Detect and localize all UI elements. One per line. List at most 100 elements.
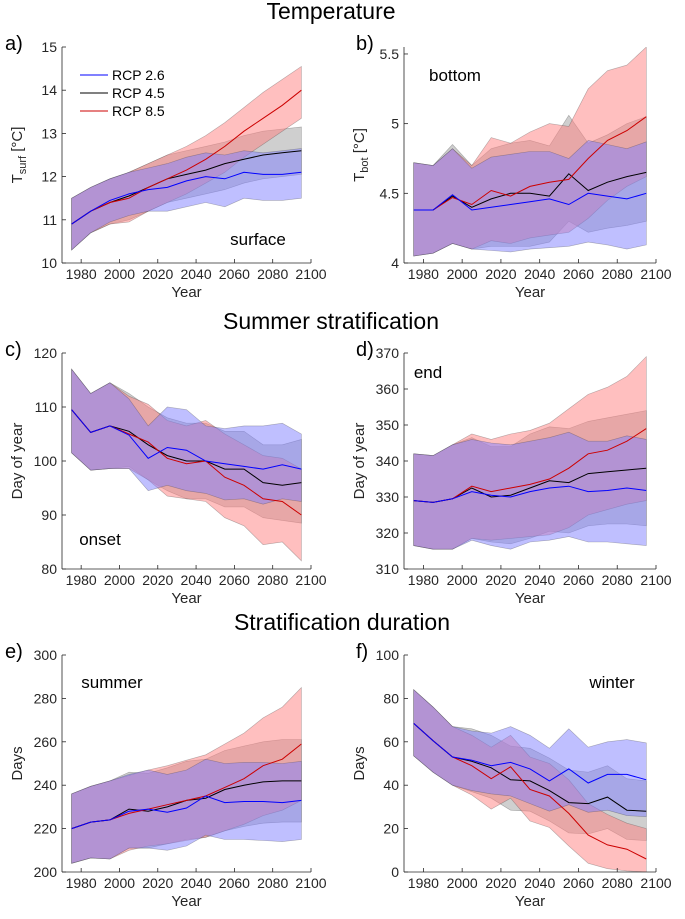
line-rcp26 — [413, 485, 647, 503]
x-tick-label: 2040 — [180, 572, 211, 588]
y-tick-label: 300 — [34, 647, 58, 663]
legend-label: RCP 8.5 — [112, 103, 165, 119]
y-tick-label: 120 — [34, 345, 58, 361]
y-axis-title: Day of year — [351, 423, 368, 500]
y-tick-label: 14 — [41, 82, 57, 98]
x-tick-label: 2080 — [257, 875, 288, 891]
line-rcp45 — [413, 171, 647, 211]
y-tick-label: 80 — [383, 690, 399, 706]
x-tick-label: 2100 — [640, 875, 671, 891]
panel-label: a) — [5, 33, 23, 55]
band-rcp26 — [413, 431, 647, 550]
y-axis-title: Days — [9, 746, 26, 780]
x-axis-title: Year — [171, 284, 201, 301]
x-tick-label: 1980 — [408, 266, 439, 282]
line-rcp85 — [71, 89, 302, 225]
x-tick-label: 2100 — [295, 572, 326, 588]
panel-annotation: onset — [79, 530, 121, 549]
x-tick-label: 2000 — [104, 266, 135, 282]
chart-f: 1980 2000 2020 2040 2060 2080 2100020406080100… — [351, 641, 672, 910]
x-tick-label: 2020 — [485, 266, 516, 282]
y-tick-label: 13 — [41, 125, 57, 141]
y-tick-label: 4.5 — [380, 185, 400, 201]
y-tick-label: 20 — [383, 821, 399, 837]
plot-area — [413, 689, 647, 872]
x-tick-label: 2020 — [485, 572, 516, 588]
y-tick-label: 330 — [376, 489, 400, 505]
plot-area — [413, 355, 647, 550]
x-tick-label: 1980 — [66, 266, 97, 282]
y-tick-label: 280 — [34, 690, 58, 706]
y-tick-label: 370 — [376, 345, 400, 361]
plot-area — [413, 47, 647, 257]
panel-label: f) — [356, 641, 368, 663]
line-rcp26 — [413, 192, 647, 211]
x-tick-label: 2100 — [295, 875, 326, 891]
x-axis-title: Year — [171, 590, 201, 607]
x-tick-label: 2080 — [602, 875, 633, 891]
y-tick-label: 40 — [383, 777, 399, 793]
x-tick-label: 2020 — [142, 266, 173, 282]
y-tick-label: 90 — [41, 507, 57, 523]
x-tick-label: 2040 — [524, 572, 555, 588]
x-tick-label: 2040 — [524, 875, 555, 891]
panel-annotation: summer — [81, 673, 143, 692]
x-tick-label: 2060 — [563, 875, 594, 891]
x-tick-label: 2040 — [180, 875, 211, 891]
y-tick-label: 15 — [41, 39, 57, 55]
y-axis-title: Tsurf [°C] — [9, 127, 29, 184]
y-tick-label: 100 — [376, 647, 400, 663]
x-tick-label: 2000 — [104, 875, 135, 891]
panel-label: d) — [356, 339, 374, 361]
y-tick-label: 4 — [391, 255, 399, 271]
y-tick-label: 240 — [34, 777, 58, 793]
x-axis-title: Year — [515, 590, 545, 607]
section-title-stratification-duration: Stratification duration — [234, 609, 450, 635]
y-tick-label: 0 — [391, 864, 399, 880]
legend: RCP 2.6 RCP 4.5 RCP 8.5 — [80, 67, 165, 119]
panels: 1980 2000 2020 2040 2060 2080 2100101112131415… — [5, 33, 672, 910]
panel-annotation: winter — [588, 673, 635, 692]
y-tick-label: 100 — [34, 453, 58, 469]
x-tick-label: 2080 — [602, 572, 633, 588]
y-tick-label: 10 — [41, 255, 57, 271]
x-tick-label: 2100 — [295, 266, 326, 282]
y-axis-title: Tbot [°C] — [351, 128, 371, 182]
y-tick-label: 320 — [376, 525, 400, 541]
chart-e: 1980 2000 2020 2040 2060 2080 2100 200 220 240 260… — [5, 641, 327, 910]
y-tick-label: 5.5 — [380, 46, 400, 62]
line-rcp26 — [71, 409, 302, 470]
panel-annotation: bottom — [429, 66, 481, 85]
y-tick-label: 200 — [34, 864, 58, 880]
y-tick-label: 11 — [42, 212, 57, 228]
x-tick-label: 2060 — [219, 572, 250, 588]
panel-label: c) — [5, 339, 22, 361]
chart-b: 1980 2000 2020 2040 2060 2080 2100 4 4.5 5 5.5 Year… — [351, 33, 672, 301]
y-tick-label: 110 — [35, 399, 58, 415]
x-tick-label: 2020 — [142, 572, 173, 588]
x-tick-label: 1980 — [66, 875, 97, 891]
x-tick-label: 2020 — [485, 875, 516, 891]
x-tick-label: 2000 — [447, 266, 478, 282]
x-tick-label: 2000 — [104, 572, 135, 588]
x-axis-title: Year — [515, 893, 545, 910]
y-tick-label: 310 — [376, 561, 400, 577]
x-tick-label: 2100 — [640, 572, 671, 588]
y-tick-label: 12 — [41, 169, 57, 185]
y-tick-label: 220 — [34, 821, 58, 837]
line-rcp26 — [413, 723, 647, 784]
section-title-summer-stratification: Summer stratification — [223, 308, 439, 334]
plot-area — [71, 686, 302, 864]
x-tick-label: 2000 — [447, 572, 478, 588]
plot-area — [71, 368, 302, 562]
band-rcp26 — [413, 140, 647, 257]
y-tick-label: 360 — [376, 381, 400, 397]
x-tick-label: 2060 — [219, 266, 250, 282]
legend-label: RCP 4.5 — [112, 85, 165, 101]
y-tick-label: 5 — [391, 116, 399, 132]
panel-annotation: end — [414, 363, 442, 382]
x-tick-label: 1980 — [408, 572, 439, 588]
x-axis-title: Year — [171, 893, 201, 910]
x-tick-label: 2080 — [602, 266, 633, 282]
x-tick-label: 2060 — [563, 572, 594, 588]
